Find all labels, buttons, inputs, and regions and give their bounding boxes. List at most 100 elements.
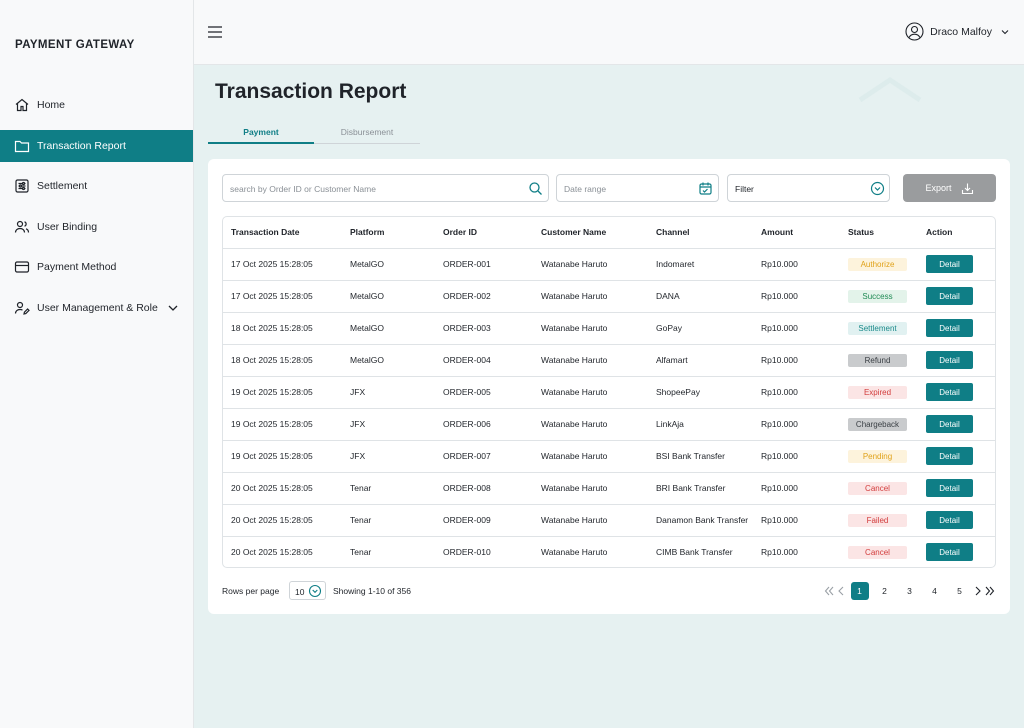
- cell-channel: LinkAja: [648, 408, 753, 441]
- search-input[interactable]: [230, 182, 510, 196]
- detail-button[interactable]: Detail: [926, 383, 973, 401]
- filter-dropdown[interactable]: Filter: [727, 174, 890, 202]
- sliders-icon: [13, 178, 30, 195]
- calendar-icon[interactable]: [698, 181, 713, 196]
- page-button-1[interactable]: 1: [850, 582, 869, 600]
- cell-transaction-date: 19 Oct 2025 15:28:05: [223, 376, 342, 409]
- pagination: 1 2 3 4 5: [823, 582, 996, 600]
- cell-order-id: ORDER-004: [435, 344, 533, 377]
- cell-order-id: ORDER-001: [435, 248, 533, 281]
- status-badge: Expired: [848, 385, 907, 399]
- status-badge: Pending: [848, 449, 907, 463]
- search-icon[interactable]: [528, 181, 543, 196]
- transaction-table: Transaction Date Platform Order ID Custo…: [222, 216, 996, 568]
- cell-status: Cancel: [840, 472, 918, 505]
- cell-customer-name: Watanabe Haruto: [533, 440, 648, 473]
- cell-platform: MetalGO: [342, 280, 435, 313]
- top-bar: Draco Malfoy: [194, 0, 1024, 65]
- cell-order-id: ORDER-006: [435, 408, 533, 441]
- cell-status: Authorize: [840, 248, 918, 281]
- cell-transaction-date: 19 Oct 2025 15:28:05: [223, 440, 342, 473]
- page-button-4[interactable]: 4: [932, 586, 937, 596]
- page-button-5[interactable]: 5: [957, 586, 962, 596]
- sidebar-item-home[interactable]: Home: [0, 89, 193, 121]
- cell-transaction-date: 18 Oct 2025 15:28:05: [223, 344, 342, 377]
- cell-status: Pending: [840, 440, 918, 473]
- page-button-2[interactable]: 2: [882, 586, 887, 596]
- sidebar-item-payment-method[interactable]: Payment Method: [0, 251, 193, 283]
- cell-amount: Rp10.000: [753, 248, 840, 281]
- detail-button[interactable]: Detail: [926, 255, 973, 273]
- sidebar-item-label: Payment Method: [37, 261, 117, 273]
- detail-button[interactable]: Detail: [926, 479, 973, 497]
- table-row: 17 Oct 2025 15:28:05 MetalGO ORDER-002 Wata…: [223, 280, 995, 313]
- cell-status: Chargeback: [840, 408, 918, 441]
- cell-amount: Rp10.000: [753, 280, 840, 313]
- table-row: 20 Oct 2025 15:28:05 Tenar ORDER-009 Watana…: [223, 504, 995, 537]
- sidebar-item-user-binding[interactable]: User Binding: [0, 211, 193, 243]
- user-edit-icon: [13, 299, 30, 316]
- cell-transaction-date: 20 Oct 2025 15:28:05: [223, 504, 342, 537]
- detail-button[interactable]: Detail: [926, 287, 973, 305]
- cell-amount: Rp10.000: [753, 312, 840, 345]
- last-page-icon[interactable]: [984, 583, 996, 599]
- detail-button[interactable]: Detail: [926, 511, 973, 529]
- sidebar-item-settlement[interactable]: Settlement: [0, 170, 193, 202]
- date-range-input[interactable]: [564, 182, 694, 196]
- sidebar-item-user-management[interactable]: User Management & Role: [0, 292, 193, 324]
- table-header-row: Transaction Date Platform Order ID Custo…: [223, 217, 995, 249]
- chevron-down-icon: [1000, 27, 1010, 37]
- sidebar-item-label: Transaction Report: [37, 139, 126, 152]
- filter-label: Filter: [735, 184, 754, 194]
- page-button-3[interactable]: 3: [907, 586, 912, 596]
- tab-disbursement[interactable]: Disbursement: [314, 122, 420, 144]
- sidebar-nav: Home Transaction Report Settlement User …: [0, 89, 193, 332]
- cell-customer-name: Watanabe Haruto: [533, 280, 648, 313]
- detail-button[interactable]: Detail: [926, 415, 973, 433]
- sidebar-item-label: User Binding: [37, 220, 98, 233]
- menu-icon[interactable]: [207, 24, 223, 40]
- status-badge: Settlement: [848, 321, 907, 335]
- sidebar-item-transaction-report[interactable]: Transaction Report: [0, 129, 193, 162]
- cell-action: Detail: [918, 248, 995, 281]
- cell-amount: Rp10.000: [753, 344, 840, 377]
- cell-platform: Tenar: [350, 546, 372, 557]
- chevron-down-icon[interactable]: [167, 302, 179, 314]
- status-badge: Failed: [848, 513, 907, 527]
- first-page-icon[interactable]: [823, 583, 835, 599]
- rows-per-page-select[interactable]: 10: [289, 581, 326, 600]
- column-header: Action: [918, 217, 995, 249]
- cell-platform: JFX: [342, 376, 435, 409]
- cell-customer-name: Watanabe Haruto: [533, 344, 648, 377]
- cell-channel: Indomaret: [648, 248, 753, 281]
- cell-status: Failed: [840, 504, 918, 537]
- cell-status: Expired: [840, 376, 918, 409]
- card-icon: [13, 259, 30, 276]
- column-header: Status: [840, 217, 918, 249]
- chevron-down-circle-icon: [870, 181, 885, 196]
- table-row: 19 Oct 2025 15:28:05 JFX ORDER-005 Watanabe…: [223, 376, 995, 409]
- home-icon: [13, 97, 30, 114]
- cell-action: Detail: [918, 344, 995, 377]
- showing-count: Showing 1-10 of 356: [333, 586, 411, 596]
- column-header: Platform: [342, 217, 435, 249]
- cell-customer-name: Watanabe Haruto: [541, 546, 608, 557]
- rows-per-page-value: 10: [295, 587, 305, 597]
- prev-page-icon[interactable]: [835, 583, 847, 599]
- user-menu[interactable]: Draco Malfoy: [905, 22, 1010, 41]
- cell-order-id: ORDER-002: [435, 280, 533, 313]
- status-badge: Success: [848, 289, 907, 303]
- detail-button[interactable]: Detail: [926, 447, 973, 465]
- next-page-icon[interactable]: [972, 583, 984, 599]
- detail-button[interactable]: Detail: [926, 319, 973, 337]
- tab-payment[interactable]: Payment: [208, 122, 314, 144]
- cell-order-id: ORDER-008: [435, 472, 533, 505]
- table-row: 18 Oct 2025 15:28:05 MetalGO ORDER-004 Wata…: [223, 344, 995, 377]
- export-button[interactable]: Export: [903, 174, 996, 202]
- cell-channel: ShopeePay: [648, 376, 753, 409]
- rows-per-page-label: Rows per page: [222, 586, 280, 596]
- column-header: Channel: [648, 217, 753, 249]
- detail-button[interactable]: Detail: [926, 351, 973, 369]
- detail-button[interactable]: Detail: [926, 543, 973, 562]
- cell-channel: DANA: [648, 280, 753, 313]
